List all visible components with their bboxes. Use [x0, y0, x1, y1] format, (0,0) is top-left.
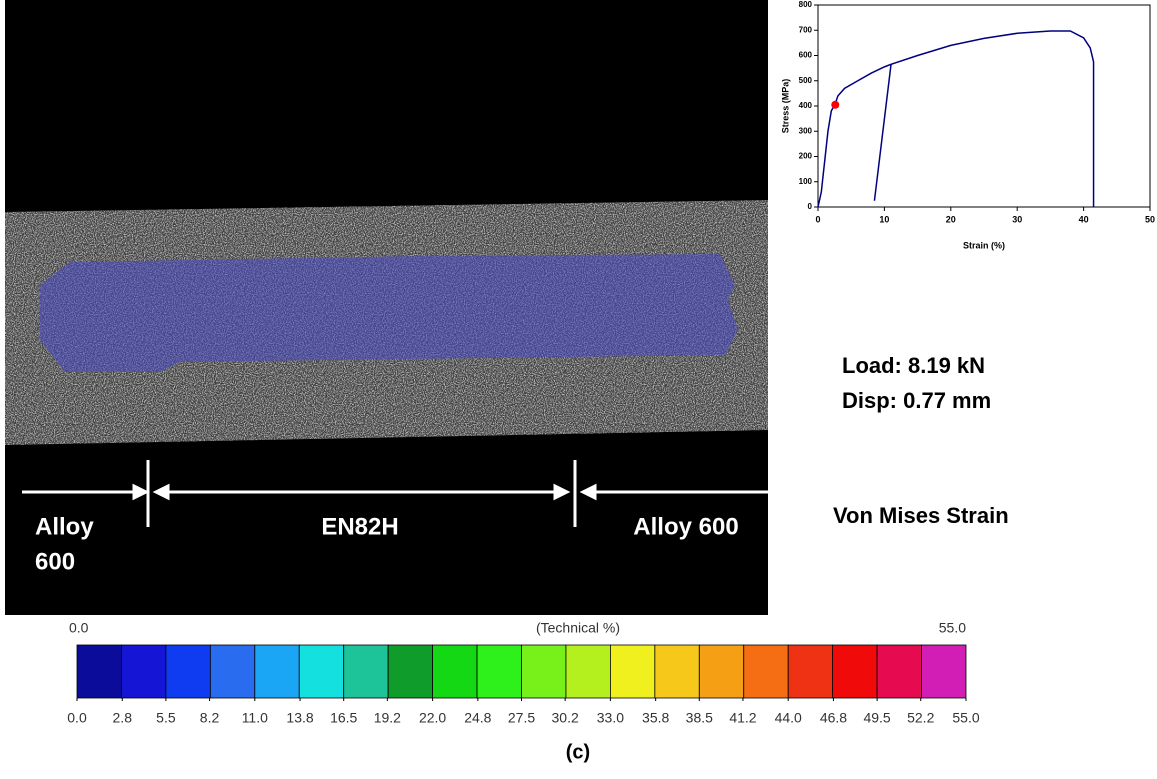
quantity-label: Von Mises Strain [833, 503, 1009, 528]
colorbar-tick-label: 55.0 [952, 710, 979, 726]
colorbar-cell [432, 644, 478, 699]
x-axis-label: Strain (%) [963, 240, 1005, 250]
colorbar-cell [787, 644, 834, 699]
arrowhead [553, 483, 571, 501]
y-tick-label: 0 [808, 202, 813, 211]
x-tick-label: 20 [946, 214, 956, 224]
x-tick-label: 10 [879, 214, 889, 224]
arrowhead [579, 483, 597, 501]
colorbar-tick-label: 46.8 [820, 710, 847, 726]
strain-overlay [40, 254, 738, 372]
colorbar-tick-label: 19.2 [374, 710, 401, 726]
material-label: EN82H [321, 513, 398, 540]
colorbar-tick-label: 13.8 [286, 710, 313, 726]
curve [817, 30, 1095, 208]
y-tick-label: 600 [799, 51, 813, 60]
colorbar-cell [165, 644, 211, 699]
colorbar-cell [209, 644, 256, 699]
colorbar-cell [254, 644, 300, 699]
colorbar-tick-label: 16.5 [330, 710, 357, 726]
material-label: Alloy [35, 513, 94, 540]
x-tick-label: 40 [1079, 214, 1089, 224]
colorbar-tick-label: 52.2 [907, 710, 934, 726]
colorbar-tick-label: 22.0 [419, 710, 446, 726]
y-tick-label: 200 [799, 152, 813, 161]
y-tick-label: 800 [799, 0, 813, 9]
y-tick-label: 100 [799, 177, 813, 186]
current-point [831, 100, 840, 109]
colorbar-tick-label: 30.2 [552, 710, 579, 726]
colorbar-tick-label: 2.8 [113, 710, 133, 726]
y-tick-label: 500 [799, 76, 813, 85]
y-tick-label: 300 [799, 126, 813, 135]
colorbar-cell [121, 644, 167, 699]
colorbar-tick-label: 8.2 [200, 710, 220, 726]
colorbar-cell [476, 644, 522, 699]
colorbar-tick-label: 0.0 [67, 710, 87, 726]
x-tick-label: 0 [815, 214, 820, 224]
dimension-arrows [22, 460, 768, 527]
colorbar-end-label: 55.0 [939, 620, 966, 636]
colorbar-cell [921, 644, 967, 699]
material-label: 600 [35, 548, 75, 575]
caption: (c) [566, 741, 590, 763]
colorbar-cell [387, 644, 433, 699]
colorbar-title: (Technical %) [536, 620, 620, 636]
colorbar-tick-label: 24.8 [464, 710, 491, 726]
material-label: Alloy 600 [633, 513, 738, 540]
colorbar-cell [743, 644, 789, 699]
colorbar-tick-label: 27.5 [508, 710, 535, 726]
colorbar-cell [654, 644, 700, 699]
y-tick-label: 400 [799, 101, 813, 110]
colorbar-tick-label: 35.8 [642, 710, 669, 726]
y-tick-label: 700 [799, 25, 813, 34]
colorbar-tick-label: 33.0 [597, 710, 624, 726]
colorbar-cell [76, 644, 122, 699]
colorbar-cell [298, 644, 345, 699]
colorbar-cell [521, 644, 567, 699]
colorbar-cell [343, 644, 389, 699]
colorbar-cell [698, 644, 745, 699]
colorbar-tick-label: 41.2 [729, 710, 756, 726]
load-readout: Load: 8.19 kN [842, 353, 985, 378]
arrowhead [132, 483, 150, 501]
colorbar-tick-label: 38.5 [686, 710, 713, 726]
arrowhead [152, 483, 170, 501]
x-tick-label: 30 [1012, 214, 1022, 224]
y-axis-label: Stress (MPa) [780, 79, 790, 134]
colorbar-cell [565, 644, 611, 699]
colorbar-cell [876, 644, 922, 699]
colorbar-tick-label: 11.0 [242, 710, 268, 726]
colorbar-tick-label: 44.0 [775, 710, 802, 726]
disp-readout: Disp: 0.77 mm [842, 388, 991, 413]
colorbar-tick-label: 49.5 [863, 710, 890, 726]
plot-frame [817, 4, 1151, 208]
colorbar-cell [610, 644, 656, 699]
colorbar-end-label: 0.0 [69, 620, 89, 636]
colorbar-tick-label: 5.5 [156, 710, 176, 726]
x-tick-label: 50 [1145, 214, 1155, 224]
colorbar-cell [832, 644, 878, 699]
